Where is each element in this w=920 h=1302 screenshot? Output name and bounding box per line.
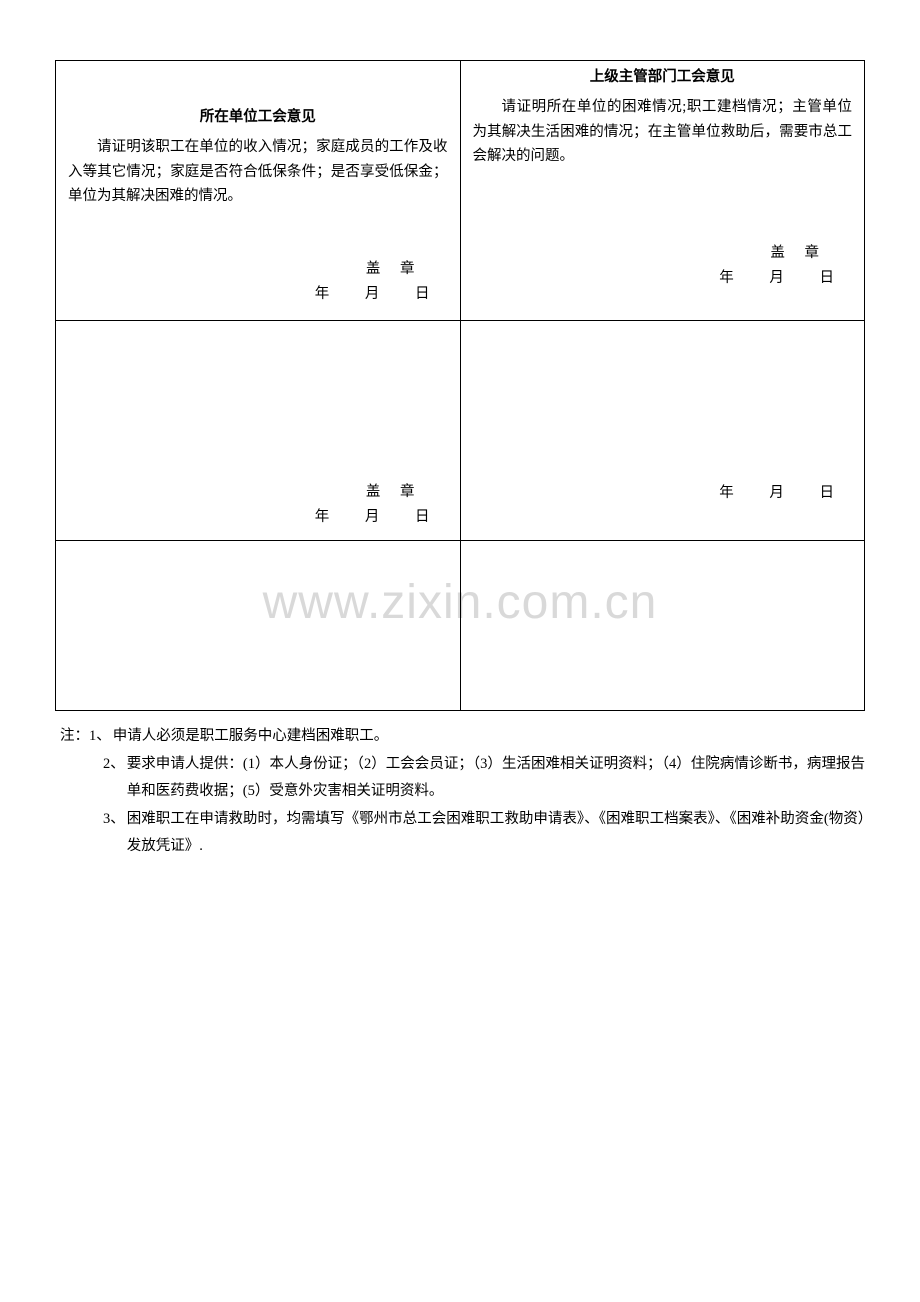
row3-right-cell [460,541,865,711]
seal-label: 盖 章 [68,257,448,278]
date-labels: 年 月 日 [68,505,448,526]
table-row: 盖 章 年 月 日 年 月 日 [56,321,865,541]
row2-left-cell: 盖 章 年 月 日 [56,321,461,541]
date-labels: 年 月 日 [473,266,853,287]
month-label: 月 [769,485,784,501]
note-text: 申请人必须是职工服务中心建档困难职工。 [111,723,389,751]
superior-union-opinion-cell: 上级主管部门工会意见 请证明所在单位的困难情况;职工建档情况；主管单位为其解决生… [460,61,865,321]
date-labels: 年 月 日 [473,481,853,502]
seal-label: 盖 章 [68,480,448,501]
month-label: 月 [769,270,784,286]
unit-union-opinion-cell: 所在单位工会意见 请证明该职工在单位的收入情况；家庭成员的工作及收入等其它情况；… [56,61,461,321]
superior-union-title: 上级主管部门工会意见 [473,66,853,89]
table-row [56,541,865,711]
table-row: 所在单位工会意见 请证明该职工在单位的收入情况；家庭成员的工作及收入等其它情况；… [56,61,865,321]
notes-section: 注： 1、 申请人必须是职工服务中心建档困难职工。 2、 要求申请人提供：(1）… [55,723,865,861]
note-number: 3、 [103,806,125,861]
day-label: 日 [820,485,835,501]
note-number: 1、 [89,723,111,751]
year-label: 年 [315,509,330,525]
month-label: 月 [365,509,380,525]
superior-union-body: 请证明所在单位的困难情况;职工建档情况；主管单位为其解决生活困难的情况；在主管单… [473,95,853,169]
day-label: 日 [820,270,835,286]
note-text: 困难职工在申请救助时，均需填写《鄂州市总工会困难职工救助申请表》、《困难职工档案… [125,806,865,861]
month-label: 月 [365,286,380,302]
document-content: 所在单位工会意见 请证明该职工在单位的收入情况；家庭成员的工作及收入等其它情况；… [55,60,865,861]
note-item: 注： 1、 申请人必须是职工服务中心建档困难职工。 [60,723,865,751]
row2-right-cell: 年 月 日 [460,321,865,541]
year-label: 年 [315,286,330,302]
note-text: 要求申请人提供：(1）本人身份证；（2）工会会员证；（3）生活困难相关证明资料；… [125,751,865,806]
unit-union-body: 请证明该职工在单位的收入情况；家庭成员的工作及收入等其它情况；家庭是否符合低保条… [68,135,448,209]
year-label: 年 [719,485,734,501]
seal-label: 盖 章 [473,241,853,262]
opinions-table: 所在单位工会意见 请证明该职工在单位的收入情况；家庭成员的工作及收入等其它情况；… [55,60,865,711]
unit-union-title: 所在单位工会意见 [68,106,448,129]
notes-prefix: 注： [60,723,89,751]
note-number: 2、 [103,751,125,806]
year-label: 年 [719,270,734,286]
note-item: 3、 困难职工在申请救助时，均需填写《鄂州市总工会困难职工救助申请表》、《困难职… [60,806,865,861]
row3-left-cell [56,541,461,711]
date-labels: 年 月 日 [68,282,448,303]
note-item: 2、 要求申请人提供：(1）本人身份证；（2）工会会员证；（3）生活困难相关证明… [60,751,865,806]
day-label: 日 [415,509,430,525]
day-label: 日 [415,286,430,302]
